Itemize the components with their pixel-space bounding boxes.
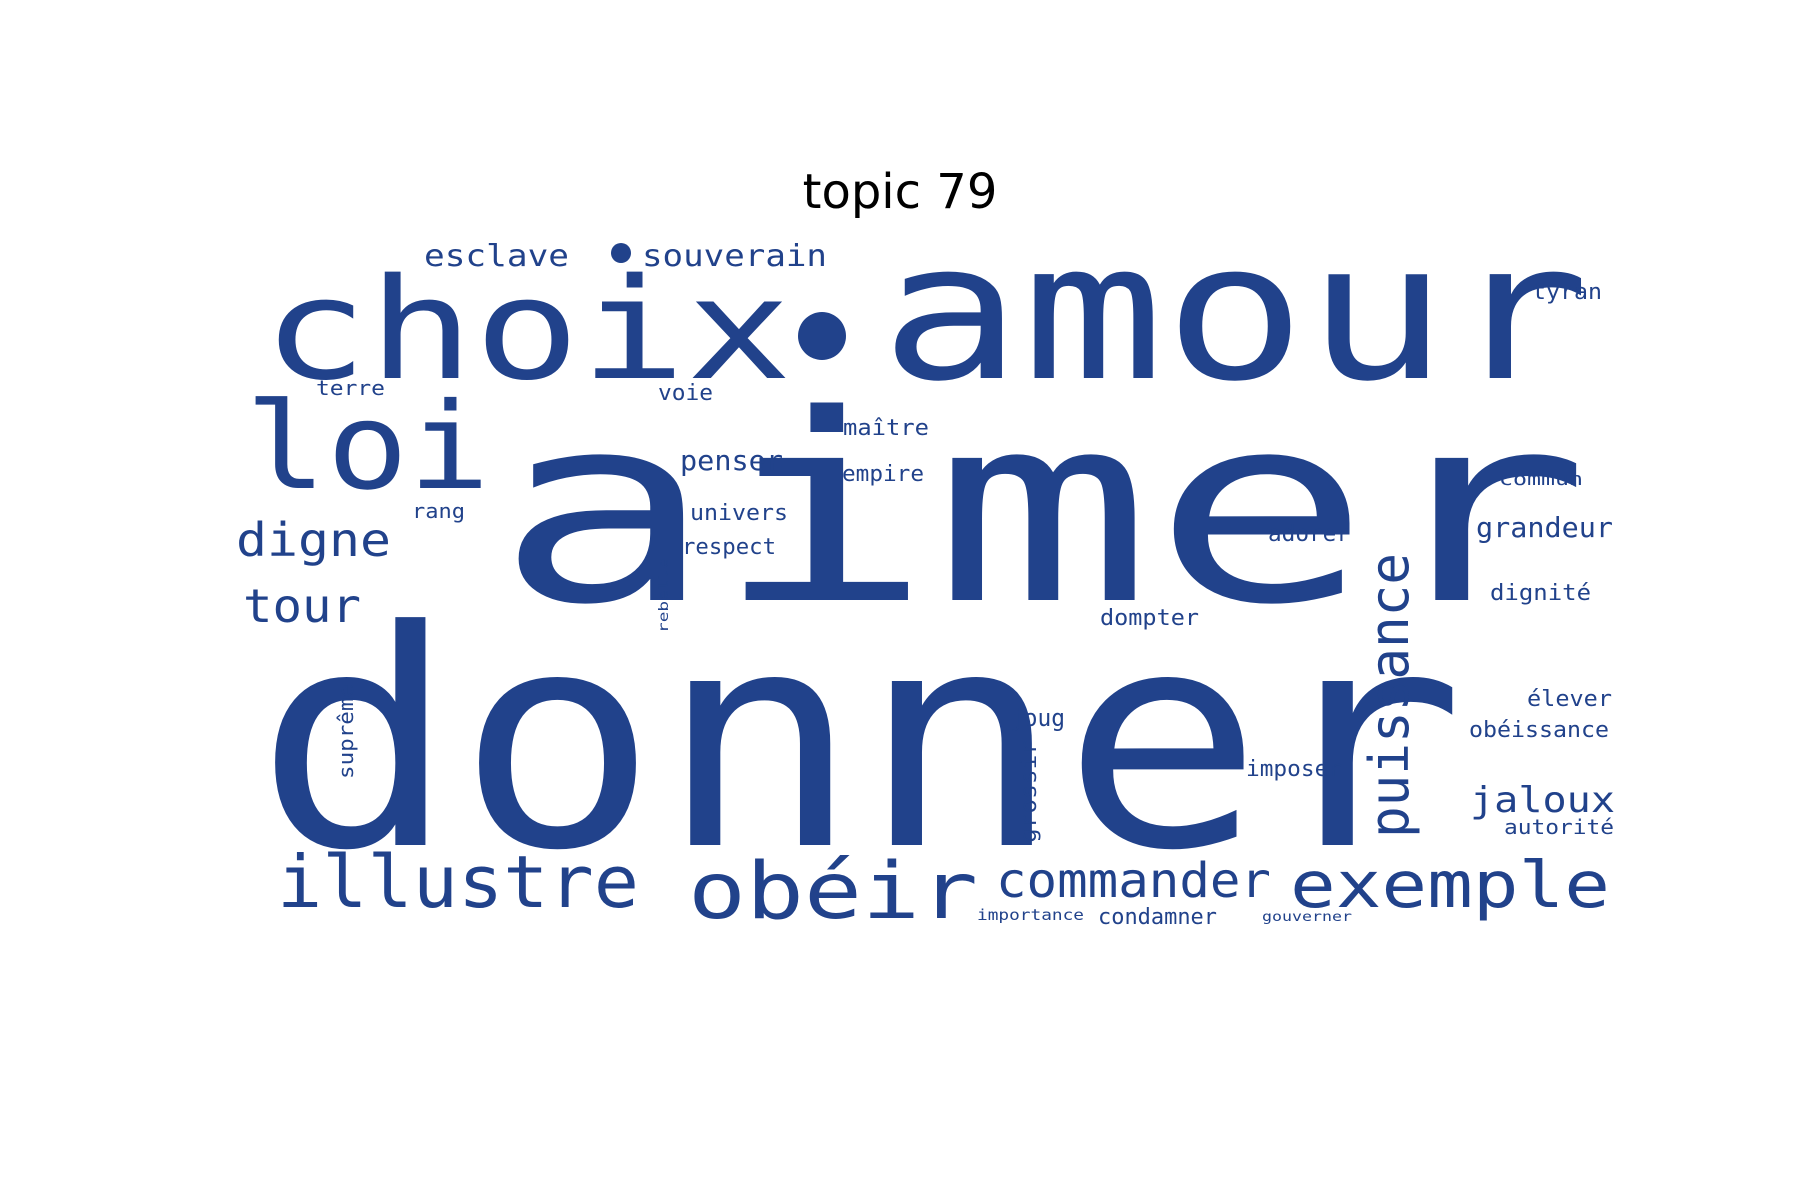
separator-dot-1 — [798, 312, 846, 360]
word-joug: joug — [1010, 704, 1065, 732]
word-respect: respect — [682, 535, 776, 560]
word-penser: penser — [680, 444, 783, 477]
word-rang: rang — [412, 499, 465, 523]
word-tour: tour — [243, 579, 361, 633]
word-adorer: adorer — [1268, 522, 1350, 547]
word-commander: commander — [996, 853, 1271, 909]
word-puissance: puissance — [1358, 553, 1421, 838]
word-condamner: condamner — [1098, 905, 1217, 930]
word-terre: terre — [316, 376, 385, 400]
separator-dot-2 — [611, 243, 631, 263]
word-supreme: suprême — [334, 684, 358, 779]
word-donner: donner — [255, 567, 1465, 916]
word-elever: élever — [1527, 687, 1612, 712]
word-autorite: autorité — [1504, 815, 1614, 839]
word-aimer: aimer — [495, 360, 1590, 662]
word-obeissance: obéissance — [1469, 718, 1609, 743]
word-jaloux: jaloux — [1470, 780, 1615, 821]
chart-title: topic 79 — [802, 164, 998, 220]
word-empire: empire — [842, 462, 924, 487]
word-imposer: imposer — [1246, 757, 1342, 782]
word-loi: loi — [245, 378, 490, 517]
word-maitre: maître — [843, 416, 929, 441]
word-exemple: exemple — [1290, 849, 1610, 923]
word-rebelle: rebelle — [657, 558, 672, 633]
word-choix: choix — [262, 249, 792, 412]
word-amour: amour — [880, 202, 1590, 423]
word-souverain: souverain — [642, 239, 827, 274]
word-illustre: illustre — [277, 840, 639, 924]
word-tyran: tyran — [1532, 280, 1602, 305]
word-dompter: dompter — [1100, 606, 1199, 631]
word-digne: digne — [236, 513, 391, 567]
word-voie: voie — [658, 381, 713, 406]
word-univers: univers — [690, 501, 788, 526]
word-grossir: grossir — [1017, 740, 1042, 843]
word-commun: commun — [1499, 469, 1583, 490]
word-importance: importance — [977, 906, 1084, 924]
word-gouverner: gouverner — [1262, 910, 1352, 925]
word-dignite: dignité — [1490, 581, 1591, 606]
word-esclave: esclave — [424, 239, 569, 274]
word-grandeur: grandeur — [1476, 511, 1613, 544]
word-obeir: obéir — [688, 847, 978, 937]
